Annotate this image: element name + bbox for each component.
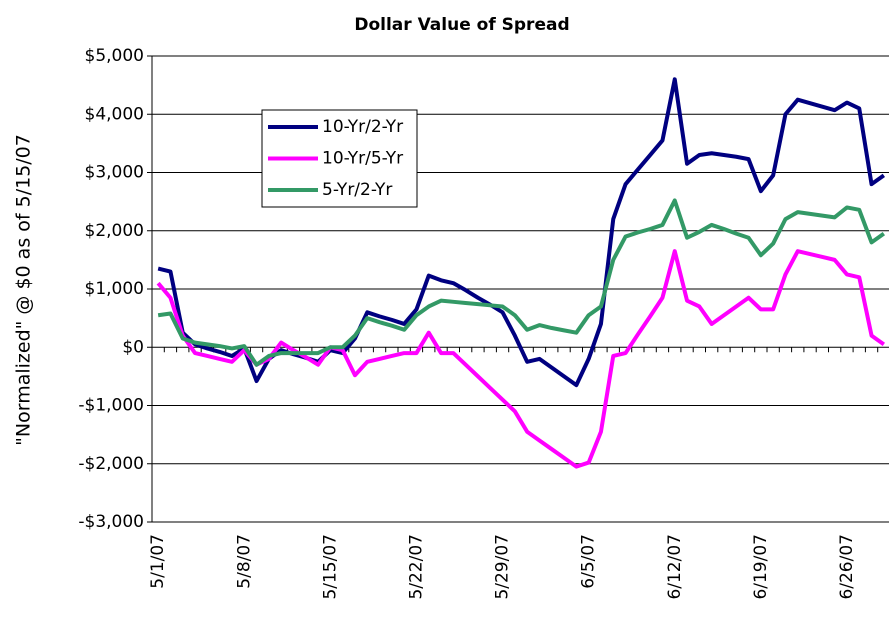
- y-tick-label: -$2,000: [78, 454, 144, 474]
- legend-label: 5-Yr/2-Yr: [322, 180, 392, 200]
- y-tick-label: $0: [122, 337, 144, 357]
- x-tick-label: 5/22/07: [406, 534, 426, 600]
- y-tick-label: $1,000: [85, 279, 144, 299]
- x-tick-label: 6/26/07: [837, 534, 857, 600]
- plot-frame: [151, 55, 889, 523]
- series-line: [157, 198, 886, 367]
- y-tick-label: -$1,000: [78, 396, 144, 416]
- x-tick-label: 5/1/07: [148, 534, 168, 589]
- y-tick-label: $3,000: [85, 163, 144, 183]
- x-tick-label: 6/12/07: [665, 534, 685, 600]
- x-tick-label: 6/19/07: [751, 534, 771, 600]
- y-tick-label: $2,000: [85, 221, 144, 241]
- legend: 10-Yr/2-Yr 10-Yr/5-Yr 5-Yr/2-Yr: [261, 109, 418, 208]
- legend-label: 10-Yr/2-Yr: [322, 117, 403, 137]
- x-tick-label: 6/5/07: [579, 534, 599, 589]
- x-tick-label: 5/15/07: [320, 534, 340, 600]
- y-axis-label: "Normalized" @ $0 as of 5/15/07: [13, 134, 35, 446]
- chart-title: Dollar Value of Spread: [354, 15, 569, 35]
- legend-label: 10-Yr/5-Yr: [322, 149, 403, 169]
- y-tick-label: -$3,000: [78, 512, 144, 532]
- x-tick-label: 5/8/07: [234, 534, 254, 589]
- y-tick-label: $4,000: [85, 104, 144, 124]
- x-tick-label: 5/29/07: [493, 534, 513, 600]
- series-line: [156, 249, 886, 469]
- y-tick-label: $5,000: [85, 46, 144, 66]
